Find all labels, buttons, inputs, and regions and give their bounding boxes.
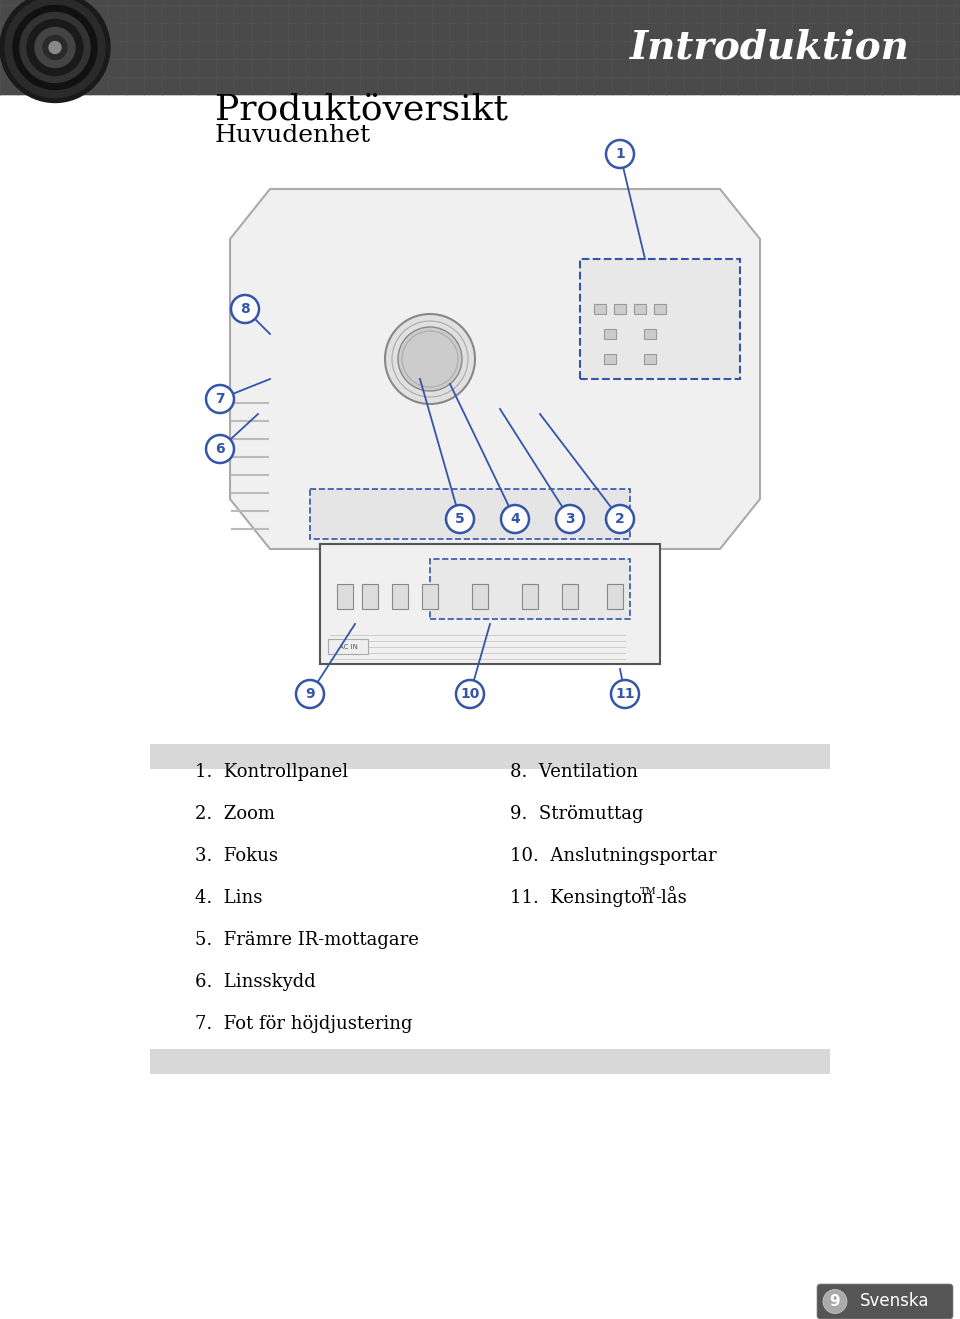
Text: 11: 11 — [615, 687, 635, 700]
Circle shape — [385, 314, 475, 404]
Text: 6: 6 — [215, 442, 225, 456]
Circle shape — [0, 0, 110, 103]
Circle shape — [206, 435, 234, 463]
Polygon shape — [230, 189, 760, 549]
Circle shape — [606, 505, 634, 533]
FancyBboxPatch shape — [0, 1283, 960, 1319]
Circle shape — [611, 681, 639, 708]
Bar — [644, 353, 656, 364]
Text: Produktöversikt: Produktöversikt — [215, 92, 508, 127]
Text: 9: 9 — [305, 687, 315, 700]
FancyBboxPatch shape — [320, 543, 660, 663]
Text: 10: 10 — [460, 687, 480, 700]
Circle shape — [398, 327, 462, 390]
Bar — [604, 353, 616, 364]
Bar — [422, 584, 438, 609]
Circle shape — [13, 5, 97, 90]
Bar — [654, 303, 666, 314]
Bar — [362, 584, 378, 609]
Text: 5.  Främre IR-mottagare: 5. Främre IR-mottagare — [195, 931, 419, 948]
Bar — [392, 584, 408, 609]
Text: TM: TM — [640, 886, 657, 896]
Text: Huvudenhet: Huvudenhet — [215, 124, 372, 148]
Bar — [522, 584, 538, 609]
Bar — [472, 584, 488, 609]
FancyBboxPatch shape — [0, 0, 960, 95]
Circle shape — [20, 12, 90, 83]
Text: 4.  Lins: 4. Lins — [195, 889, 262, 907]
Text: 9.  Strömuttag: 9. Strömuttag — [510, 805, 643, 823]
Bar — [604, 328, 616, 339]
Circle shape — [206, 385, 234, 413]
Text: 11.  Kensington: 11. Kensington — [510, 889, 654, 907]
Text: 10.  Anslutningsportar: 10. Anslutningsportar — [510, 847, 716, 865]
FancyBboxPatch shape — [580, 259, 740, 379]
Text: 1.  Kontrollpanel: 1. Kontrollpanel — [195, 762, 348, 781]
Text: 1: 1 — [615, 146, 625, 161]
Circle shape — [823, 1290, 847, 1314]
Text: -lås: -lås — [655, 889, 686, 907]
Circle shape — [27, 20, 83, 75]
Text: 9: 9 — [829, 1294, 840, 1308]
Circle shape — [43, 36, 67, 59]
Text: 2: 2 — [615, 512, 625, 526]
Circle shape — [231, 295, 259, 323]
Circle shape — [49, 41, 61, 54]
Bar — [562, 584, 578, 609]
FancyBboxPatch shape — [430, 559, 630, 619]
Bar — [607, 584, 623, 609]
Circle shape — [456, 681, 484, 708]
Polygon shape — [310, 489, 630, 539]
Bar — [328, 638, 368, 654]
FancyBboxPatch shape — [150, 744, 830, 769]
Circle shape — [5, 0, 105, 98]
Text: 7: 7 — [215, 392, 225, 406]
Text: AC IN: AC IN — [339, 644, 357, 650]
FancyBboxPatch shape — [150, 1049, 830, 1074]
Text: 8: 8 — [240, 302, 250, 317]
Circle shape — [501, 505, 529, 533]
Text: 8.  Ventilation: 8. Ventilation — [510, 762, 638, 781]
Text: 4: 4 — [510, 512, 520, 526]
Bar — [337, 584, 353, 609]
Circle shape — [556, 505, 584, 533]
Circle shape — [606, 140, 634, 168]
Text: 3.  Fokus: 3. Fokus — [195, 847, 278, 865]
Text: 6.  Linsskydd: 6. Linsskydd — [195, 973, 316, 991]
Text: 7.  Fot för höjdjustering: 7. Fot för höjdjustering — [195, 1016, 413, 1033]
Circle shape — [446, 505, 474, 533]
Bar — [594, 303, 606, 314]
Text: Svenska: Svenska — [860, 1293, 929, 1311]
Text: 3: 3 — [565, 512, 575, 526]
Bar — [644, 328, 656, 339]
Text: 5: 5 — [455, 512, 465, 526]
Circle shape — [35, 28, 75, 67]
Circle shape — [296, 681, 324, 708]
Bar — [614, 303, 626, 314]
Bar — [634, 303, 646, 314]
Text: 2.  Zoom: 2. Zoom — [195, 805, 275, 823]
FancyBboxPatch shape — [817, 1283, 953, 1319]
Text: Introduktion: Introduktion — [630, 29, 910, 66]
